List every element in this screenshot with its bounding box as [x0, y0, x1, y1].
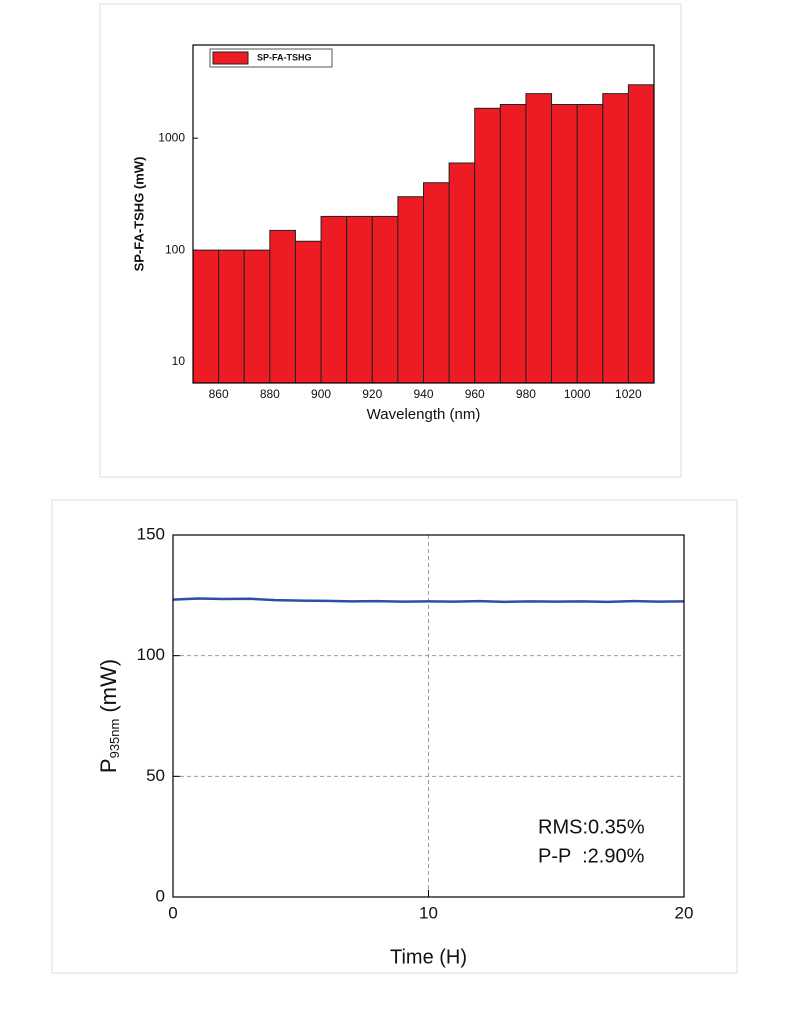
y-tick-label: 1000 [158, 130, 185, 144]
legend-label: SP-FA-TSHG [257, 52, 312, 62]
x-tick-label: 20 [675, 903, 694, 922]
y-tick-label: 0 [156, 886, 165, 905]
y-axis-label: P935nm (mW) [96, 659, 123, 773]
bar [576, 103, 604, 384]
bar [192, 249, 220, 384]
x-tick-label: 940 [413, 387, 433, 401]
x-axis-label: Wavelength (nm) [367, 406, 481, 423]
x-tick-label: 860 [209, 387, 229, 401]
x-tick-label: 900 [311, 387, 331, 401]
bar [269, 229, 296, 384]
y-axis-label: SP-FA-TSHG (mW) [131, 157, 146, 272]
bar [320, 215, 348, 384]
bar [627, 84, 655, 384]
bar [448, 162, 476, 384]
bar [525, 93, 553, 384]
panel-frame [51, 499, 738, 974]
x-tick-label: 920 [362, 387, 382, 401]
y-label-main: P [96, 758, 121, 773]
y-tick-label: 10 [172, 354, 186, 368]
panel-frame [99, 3, 682, 478]
x-tick-label: 980 [516, 387, 536, 401]
bar [474, 107, 501, 384]
x-tick-label: 880 [260, 387, 280, 401]
y-tick-label: 100 [137, 645, 165, 664]
bar [371, 215, 399, 384]
annotation: P-P :2.90% [538, 845, 645, 867]
bar [499, 103, 527, 384]
legend-swatch [212, 51, 249, 65]
y-tick-label: 50 [146, 766, 165, 785]
y-tick-label: 100 [165, 242, 185, 256]
y-tick-label: 150 [137, 524, 165, 543]
bar [346, 215, 373, 384]
y-label-unit: (mW) [96, 659, 121, 713]
x-tick-label: 1000 [564, 387, 591, 401]
y-label-sub: 935nm [107, 719, 122, 759]
bar [602, 93, 629, 384]
annotation: RMS:0.35% [538, 816, 645, 838]
x-tick-label: 10 [419, 903, 438, 922]
bar [397, 196, 424, 384]
x-tick-label: 960 [465, 387, 485, 401]
bar [423, 182, 450, 384]
x-tick-label: 0 [168, 903, 177, 922]
bar [551, 103, 578, 384]
bar [294, 240, 322, 384]
x-axis-label: Time (H) [390, 946, 467, 968]
data-line [172, 597, 685, 604]
bar [218, 249, 245, 384]
bar [243, 249, 271, 384]
x-tick-label: 1020 [615, 387, 642, 401]
plot-frame [192, 44, 655, 384]
plot-frame [172, 534, 685, 898]
